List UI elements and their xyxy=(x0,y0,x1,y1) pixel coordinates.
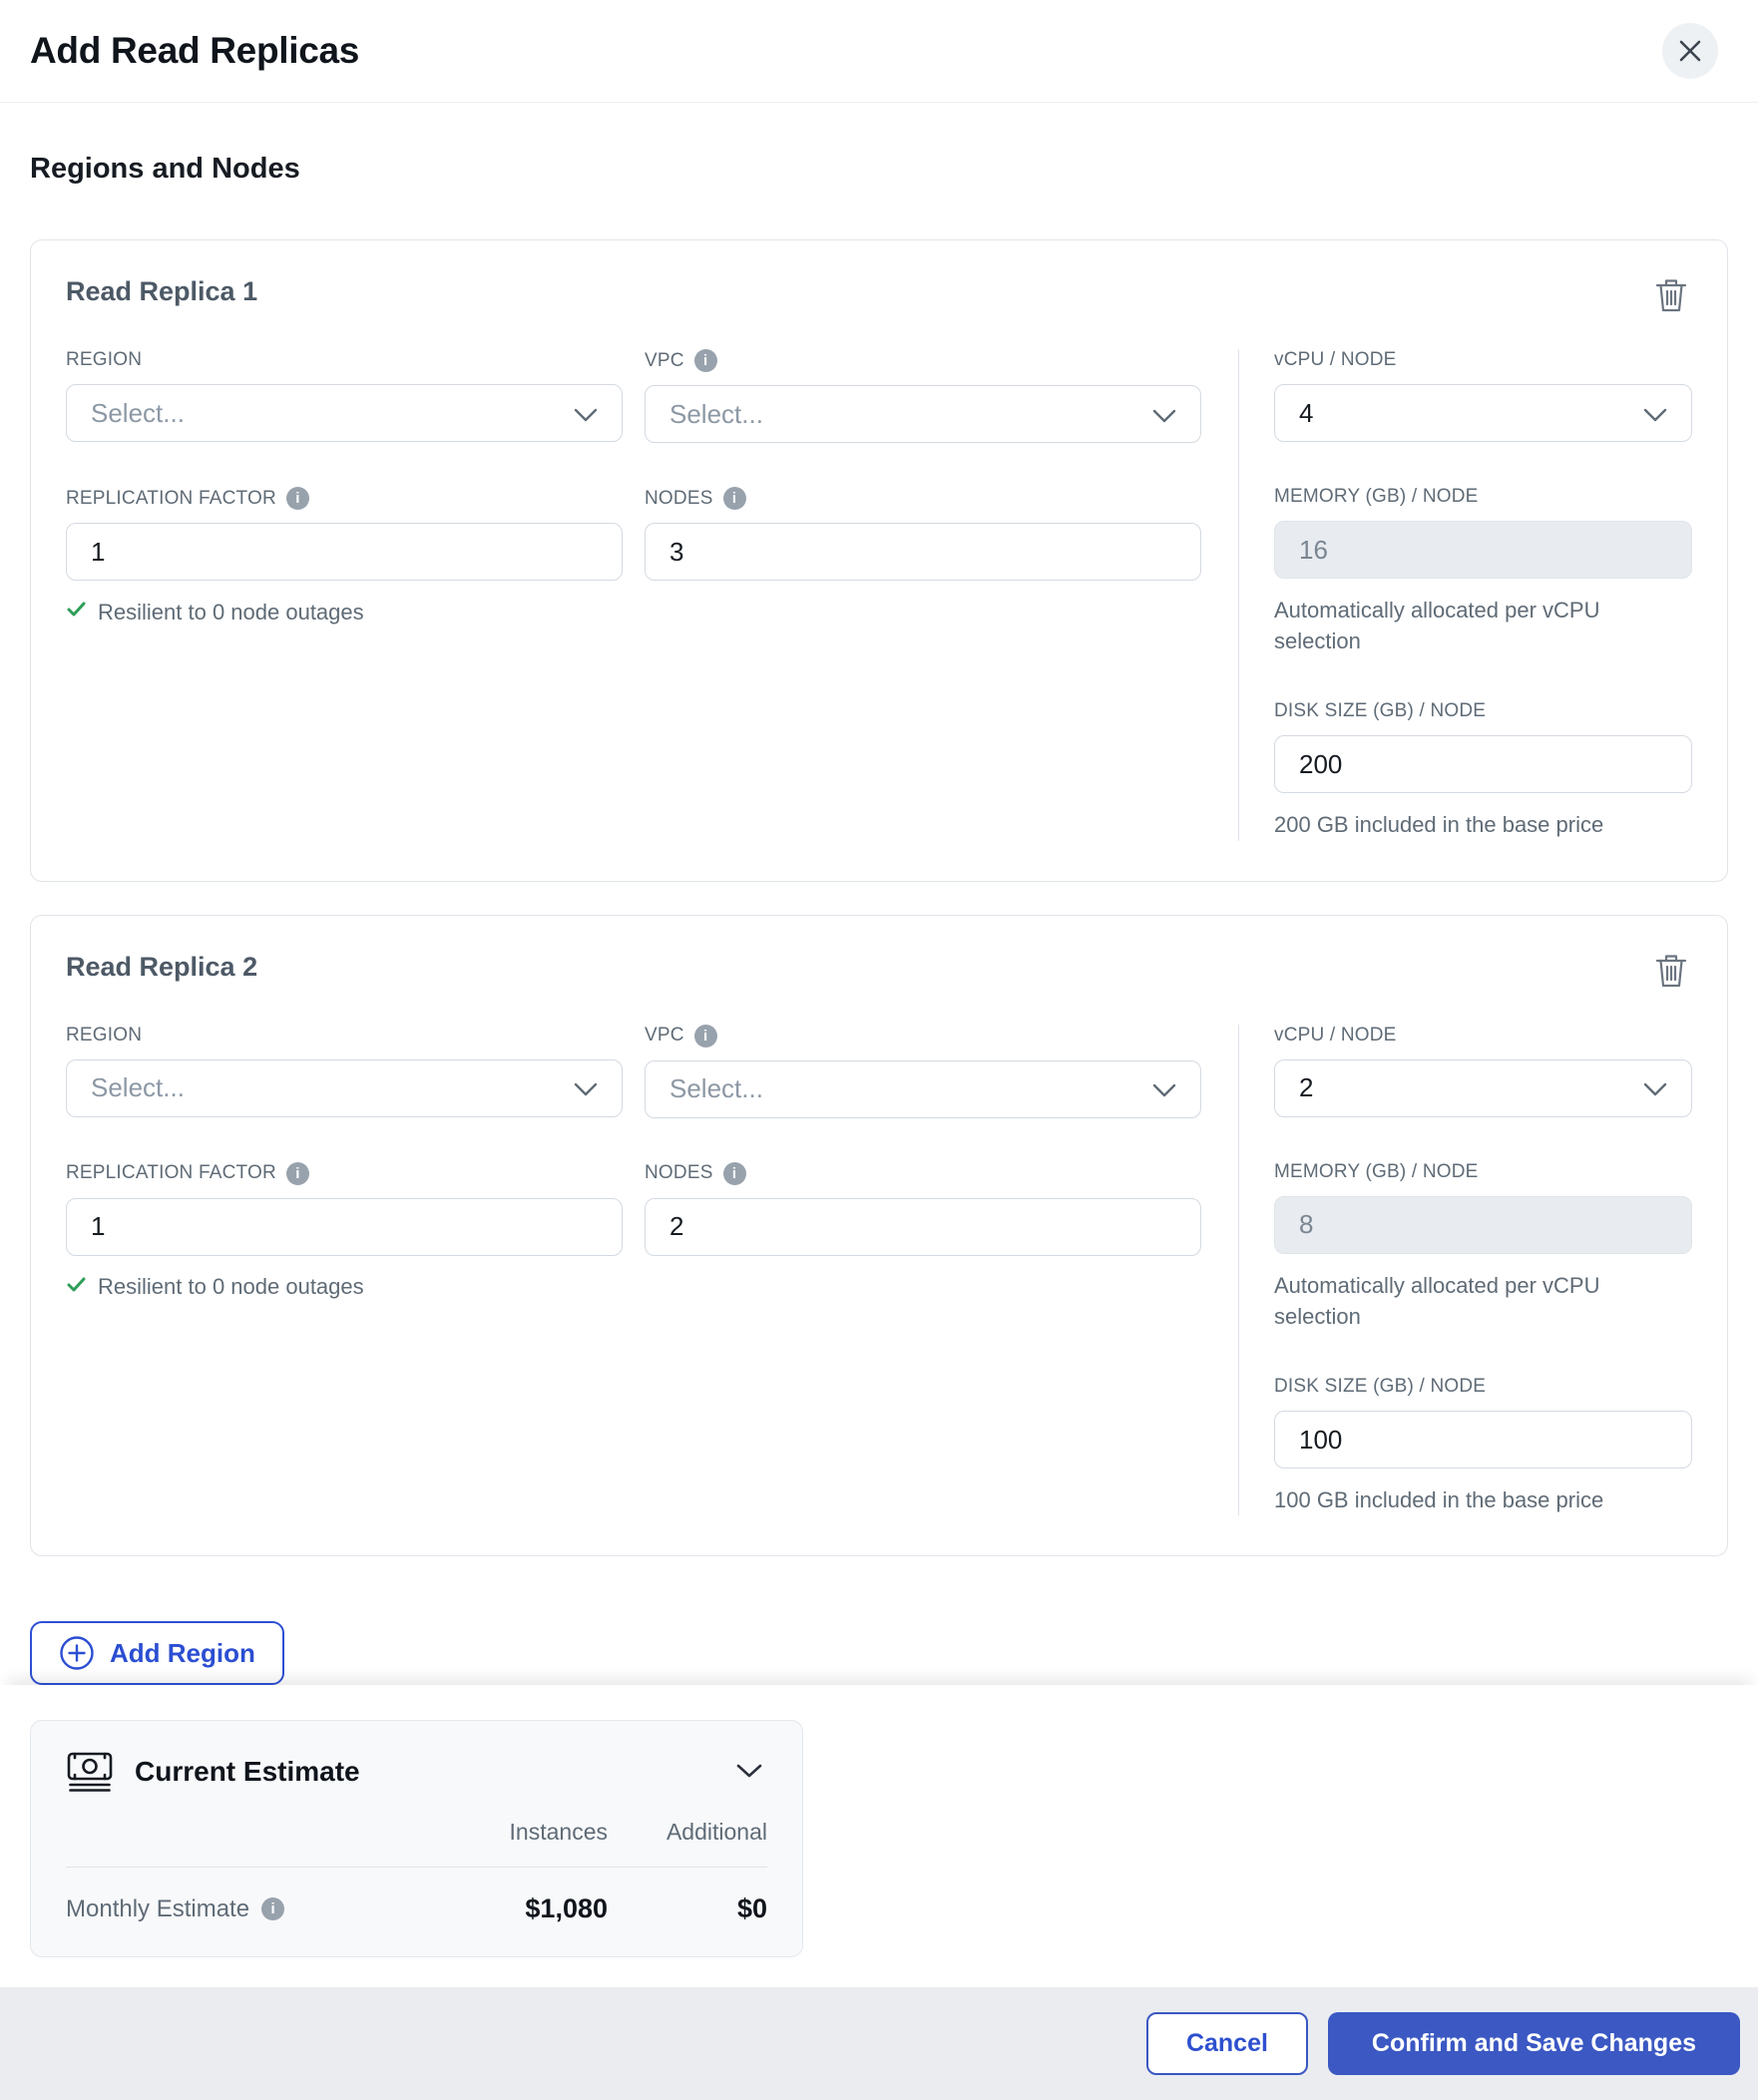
additional-column-header: Additional xyxy=(665,1819,767,1846)
monthly-estimate-label: Monthly Estimate i xyxy=(66,1895,428,1923)
region-select[interactable]: Select... xyxy=(66,1058,623,1117)
replication-factor-label: REPLICATION FACTOR i xyxy=(66,1161,623,1185)
nodes-label: NODES i xyxy=(645,1161,1201,1185)
vpc-select[interactable]: Select... xyxy=(645,385,1201,443)
memory-input xyxy=(1274,1195,1692,1254)
chevron-down-icon xyxy=(735,1763,763,1782)
memory-label: MEMORY (GB) / NODE xyxy=(1274,1160,1479,1182)
region-select-value: Select... xyxy=(91,1072,185,1103)
vpc-select[interactable]: Select... xyxy=(645,1059,1201,1118)
replica-card-1: Read Replica 1 REGION Select... VPC i xyxy=(30,239,1728,882)
close-button[interactable] xyxy=(1662,23,1718,79)
memory-label: MEMORY (GB) / NODE xyxy=(1274,486,1479,507)
disk-note: 100 GB included in the base price xyxy=(1274,1487,1604,1513)
replication-factor-label: REPLICATION FACTOR i xyxy=(66,487,623,510)
add-region-button[interactable]: Add Region xyxy=(30,1621,284,1686)
chevron-down-icon xyxy=(1152,399,1176,430)
estimate-title: Current Estimate xyxy=(135,1756,360,1788)
confirm-button[interactable]: Confirm and Save Changes xyxy=(1327,2012,1740,2076)
info-icon[interactable]: i xyxy=(285,487,309,510)
info-icon[interactable]: i xyxy=(722,487,746,510)
delete-replica-button[interactable] xyxy=(1649,948,1693,997)
chevron-down-icon xyxy=(1152,1073,1176,1104)
check-icon xyxy=(66,599,87,626)
estimate-divider xyxy=(66,1867,767,1869)
vcpu-select-value: 4 xyxy=(1299,397,1314,428)
delete-replica-button[interactable] xyxy=(1649,272,1693,321)
page-title: Add Read Replicas xyxy=(30,30,360,71)
section-heading: Regions and Nodes xyxy=(30,153,300,185)
replica-card-2: Read Replica 2 REGION Select... VPC i xyxy=(30,914,1728,1557)
disk-size-label: DISK SIZE (GB) / NODE xyxy=(1274,700,1487,722)
close-icon xyxy=(1677,38,1703,64)
banknote-icon xyxy=(67,1753,113,1793)
info-icon[interactable]: i xyxy=(693,1024,717,1048)
chevron-down-icon xyxy=(574,1072,598,1103)
monthly-estimate-row: Monthly Estimate i $1,080 $0 xyxy=(66,1893,767,1924)
replication-factor-input[interactable] xyxy=(66,523,623,581)
memory-note: Automatically allocated per vCPU selecti… xyxy=(1274,598,1600,654)
additional-value: $0 xyxy=(736,1893,767,1924)
vpc-select-value: Select... xyxy=(669,1073,763,1104)
vcpu-select[interactable]: 2 xyxy=(1274,1058,1692,1117)
nodes-input[interactable] xyxy=(645,1197,1201,1256)
vcpu-select-value: 2 xyxy=(1299,1072,1314,1103)
disk-size-input[interactable] xyxy=(1274,735,1692,794)
region-label: REGION xyxy=(66,349,143,370)
instances-column-header: Instances xyxy=(509,1819,608,1846)
info-icon[interactable]: i xyxy=(722,1161,746,1185)
vcpu-label: vCPU / NODE xyxy=(1274,349,1397,370)
memory-input xyxy=(1274,521,1692,579)
region-select[interactable]: Select... xyxy=(66,384,623,442)
replica-title: Read Replica 1 xyxy=(66,276,258,306)
vcpu-label: vCPU / NODE xyxy=(1274,1024,1397,1046)
vpc-select-value: Select... xyxy=(669,398,763,429)
info-icon[interactable]: i xyxy=(693,349,717,372)
memory-note: Automatically allocated per vCPU selecti… xyxy=(1274,1272,1600,1329)
disk-note: 200 GB included in the base price xyxy=(1274,812,1604,838)
info-icon[interactable]: i xyxy=(285,1161,309,1185)
modal-footer: Cancel Confirm and Save Changes xyxy=(0,1987,1758,2100)
nodes-input[interactable] xyxy=(645,523,1201,581)
region-label: REGION xyxy=(66,1024,143,1046)
trash-icon xyxy=(1653,955,1689,993)
chevron-down-icon xyxy=(1643,1072,1667,1103)
info-icon[interactable]: i xyxy=(261,1897,285,1921)
cancel-button[interactable]: Cancel xyxy=(1145,2012,1308,2076)
check-icon xyxy=(66,1274,87,1301)
vcpu-select[interactable]: 4 xyxy=(1274,384,1692,442)
resilience-note: Resilient to 0 node outages xyxy=(66,1274,623,1301)
modal-header: Add Read Replicas xyxy=(0,0,1758,103)
resilience-note: Resilient to 0 node outages xyxy=(66,599,623,626)
chevron-down-icon xyxy=(574,398,598,429)
vpc-label: VPC i xyxy=(645,1024,1201,1048)
current-estimate-panel: Current Estimate Instances Additional Mo… xyxy=(30,1720,803,1958)
nodes-label: NODES i xyxy=(645,487,1201,510)
replication-factor-input[interactable] xyxy=(66,1197,623,1256)
estimate-section: Current Estimate Instances Additional Mo… xyxy=(0,1685,1758,1988)
chevron-down-icon xyxy=(1643,398,1667,429)
disk-size-label: DISK SIZE (GB) / NODE xyxy=(1274,1376,1487,1398)
disk-size-input[interactable] xyxy=(1274,1411,1692,1470)
instances-value: $1,080 xyxy=(525,1893,608,1924)
replica-title: Read Replica 2 xyxy=(66,951,258,982)
plus-circle-icon xyxy=(59,1635,95,1671)
vpc-label: VPC i xyxy=(645,349,1201,372)
trash-icon xyxy=(1653,279,1689,317)
region-select-value: Select... xyxy=(91,397,185,428)
estimate-collapse-button[interactable] xyxy=(731,1759,767,1786)
modal-content: Regions and Nodes Read Replica 1 REGION … xyxy=(0,103,1758,1686)
